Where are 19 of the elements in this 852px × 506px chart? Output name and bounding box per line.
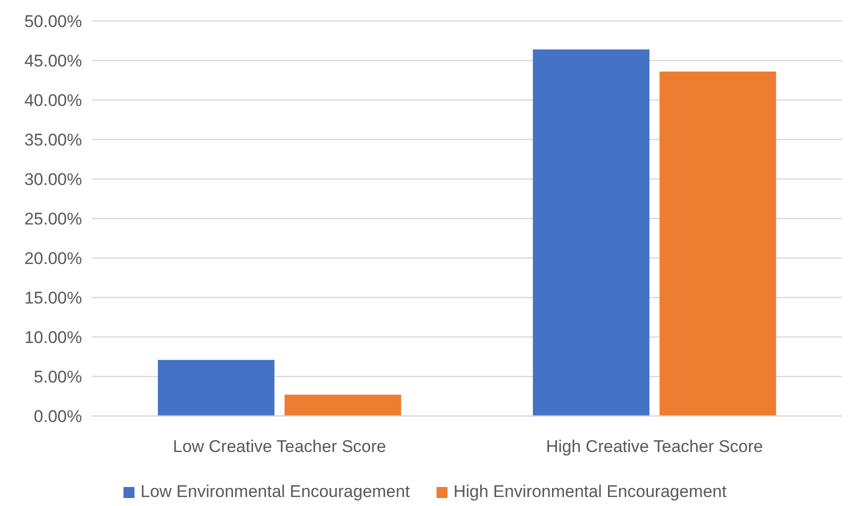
bar: [660, 72, 776, 416]
y-tick-label: 30.00%: [24, 170, 82, 189]
bar: [284, 394, 402, 416]
y-tick-label: 45.00%: [24, 51, 82, 70]
y-tick-label: 15.00%: [24, 288, 82, 308]
y-tick-label: 25.00%: [24, 209, 82, 228]
bar: [532, 49, 650, 416]
x-tick-label: Low Creative Teacher Score: [172, 437, 386, 456]
x-tick-label: High Creative Teacher Score: [546, 437, 764, 456]
y-tick-label: 10.00%: [24, 328, 82, 347]
y-tick-label: 20.00%: [24, 248, 82, 268]
y-tick-label: 40.00%: [24, 90, 82, 110]
y-tick-label: 0.00%: [34, 406, 82, 426]
bar: [158, 360, 274, 416]
y-tick-label: 5.00%: [34, 367, 82, 386]
legend-label: High Environmental Encouragement: [454, 482, 727, 501]
legend-label: Low Environmental Encouragement: [140, 482, 410, 501]
y-tick-label: 50.00%: [24, 12, 82, 31]
y-tick-label: 35.00%: [24, 130, 82, 150]
